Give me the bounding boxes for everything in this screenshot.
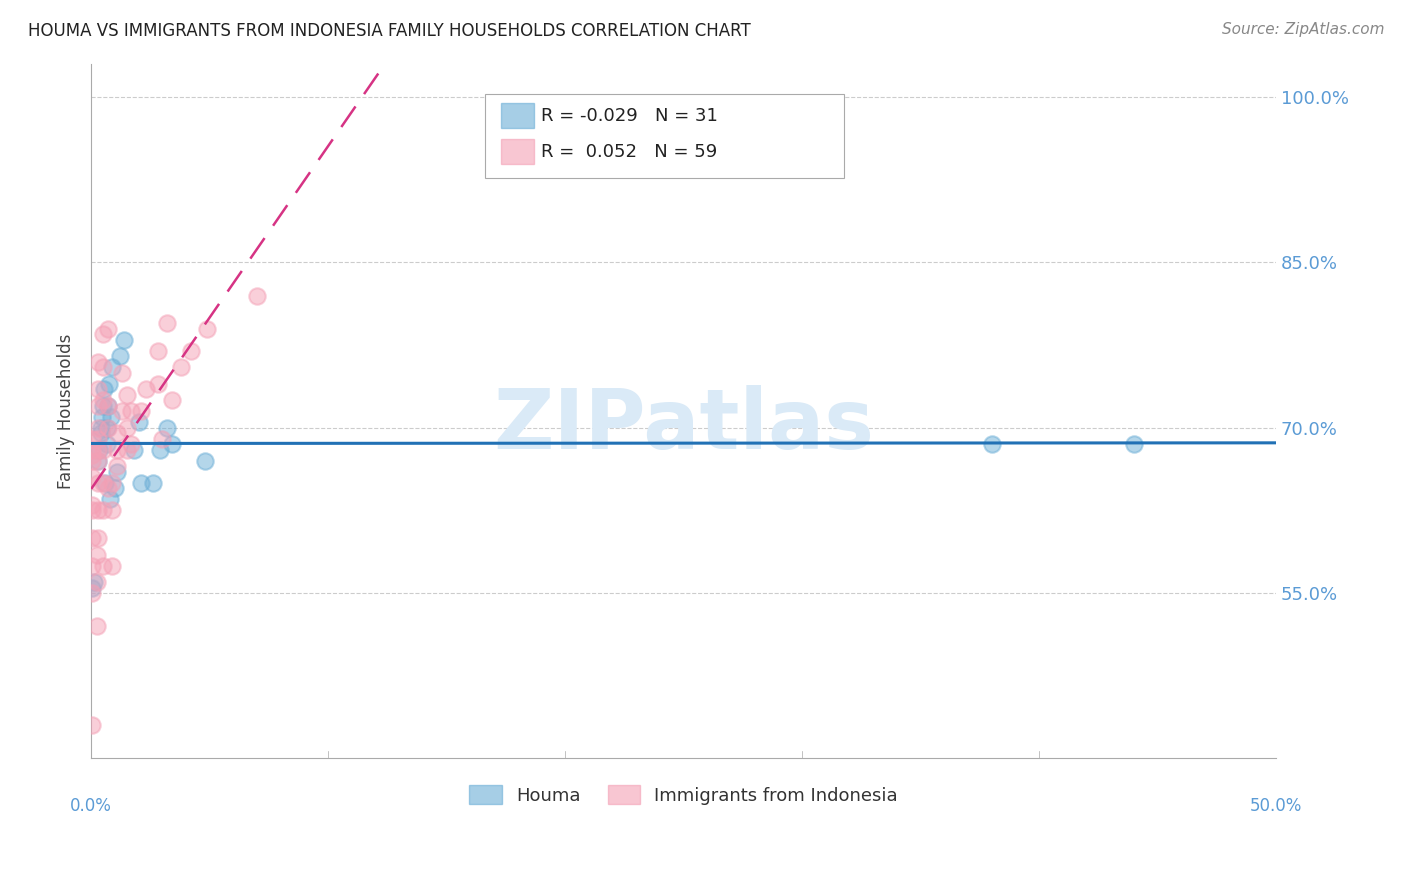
Point (105, 426, 128, 441)
Y-axis label: Family Households: Family Households (58, 334, 75, 489)
Point (146, 343, 169, 358)
Point (83, 575, 105, 590)
Point (149, 442, 172, 457)
Point (101, 360, 124, 375)
Point (86, 548, 108, 562)
Point (135, 382, 157, 396)
Point (105, 465, 128, 479)
Point (97, 482, 120, 496)
Point (122, 442, 145, 457)
Point (82, 503, 104, 517)
Point (96, 437, 118, 451)
Point (101, 558, 124, 573)
Point (108, 349, 131, 363)
Point (146, 376, 169, 391)
Point (129, 404, 152, 418)
Legend: Houma, Immigrants from Indonesia: Houma, Immigrants from Indonesia (461, 778, 905, 812)
Point (101, 503, 124, 517)
Point (87, 475, 110, 490)
Point (150, 432, 173, 446)
Point (87, 399, 110, 413)
Point (97, 421, 120, 435)
Point (980, 437, 1002, 451)
Point (87, 454, 110, 468)
Point (87, 421, 110, 435)
Point (82, 454, 104, 468)
Point (104, 482, 127, 496)
Point (82, 558, 104, 573)
Point (91, 360, 114, 375)
Point (87, 354, 110, 368)
Point (170, 360, 193, 375)
Point (180, 343, 202, 358)
Text: HOUMA VS IMMIGRANTS FROM INDONESIA FAMILY HOUSEHOLDS CORRELATION CHART: HOUMA VS IMMIGRANTS FROM INDONESIA FAMIL… (28, 22, 751, 40)
Point (86, 619, 108, 633)
Point (100, 409, 122, 424)
Point (98, 492, 121, 507)
Point (105, 459, 128, 474)
Text: Source: ZipAtlas.com: Source: ZipAtlas.com (1222, 22, 1385, 37)
Point (82, 586, 104, 600)
Point (82, 498, 104, 512)
Text: R =  0.052   N = 59: R = 0.052 N = 59 (541, 143, 717, 161)
Point (87, 531, 110, 545)
Point (82, 432, 104, 446)
Point (129, 475, 152, 490)
Point (91, 558, 114, 573)
Point (91, 442, 114, 457)
Point (87, 454, 110, 468)
Point (195, 321, 218, 335)
Text: 50.0%: 50.0% (1250, 797, 1302, 815)
Point (87, 503, 110, 517)
Point (87, 432, 110, 446)
Point (82, 531, 104, 545)
Point (115, 387, 138, 401)
Point (82, 470, 104, 484)
Point (97, 321, 120, 335)
Point (160, 393, 183, 408)
Point (82, 718, 104, 732)
Point (82, 581, 104, 595)
Point (94, 475, 117, 490)
Point (156, 316, 179, 330)
Point (91, 399, 114, 413)
Point (87, 442, 110, 457)
Point (90, 409, 112, 424)
Point (246, 288, 269, 302)
Point (1122, 437, 1144, 451)
Text: ZIPatlas: ZIPatlas (494, 384, 875, 466)
Point (87, 382, 110, 396)
Point (111, 366, 134, 380)
Point (97, 399, 120, 413)
Point (90, 426, 112, 441)
Point (142, 475, 165, 490)
Point (111, 404, 134, 418)
Point (97, 399, 120, 413)
Point (89, 442, 111, 457)
Point (91, 393, 114, 408)
Point (86, 575, 108, 590)
Point (91, 475, 114, 490)
Point (91, 503, 114, 517)
Point (194, 454, 217, 468)
Point (115, 442, 138, 457)
Point (105, 442, 128, 457)
Point (115, 421, 138, 435)
Point (156, 421, 179, 435)
Point (120, 437, 142, 451)
Point (96, 421, 118, 435)
Point (93, 382, 115, 396)
Point (90, 421, 112, 435)
Point (101, 475, 124, 490)
Point (120, 404, 142, 418)
Point (128, 415, 150, 429)
Point (91, 327, 114, 342)
Point (82, 448, 104, 462)
Text: R = -0.029   N = 31: R = -0.029 N = 31 (541, 107, 718, 125)
Point (82, 442, 104, 457)
Point (112, 333, 135, 347)
Text: 0.0%: 0.0% (70, 797, 112, 815)
Point (97, 376, 120, 391)
Point (160, 437, 183, 451)
